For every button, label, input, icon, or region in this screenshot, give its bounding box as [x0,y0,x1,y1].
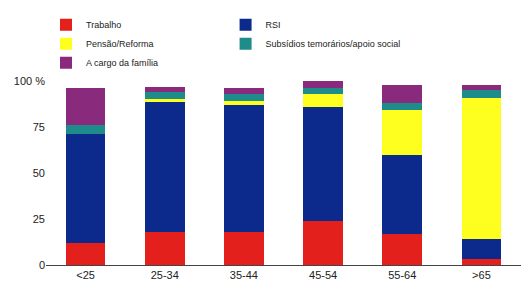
svg-text:<25: <25 [76,269,95,281]
svg-text:0: 0 [39,259,45,271]
svg-text:Trabalho: Trabalho [86,20,121,30]
svg-text:25-34: 25-34 [151,269,179,281]
svg-text:>65: >65 [472,269,491,281]
svg-text:75: 75 [33,121,45,133]
svg-text:50: 50 [33,167,45,179]
svg-text:25: 25 [33,213,45,225]
svg-text:55-64: 55-64 [388,269,416,281]
svg-text:35-44: 35-44 [230,269,258,281]
svg-text:RSI: RSI [266,20,281,30]
svg-text:45-54: 45-54 [309,269,337,281]
svg-text:Subsídios temorários/apoio soc: Subsídios temorários/apoio social [266,39,401,49]
svg-text:100 %: 100 % [14,75,45,87]
svg-text:A cargo da família: A cargo da família [86,58,158,68]
svg-text:Pensão/Reforma: Pensão/Reforma [86,39,154,49]
